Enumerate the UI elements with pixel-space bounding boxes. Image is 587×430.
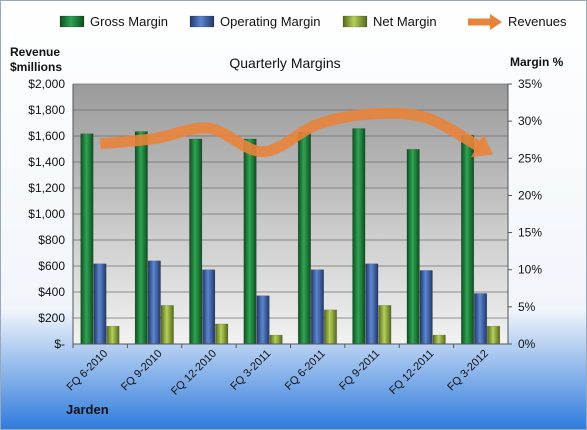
left-tick-label: $600 (38, 259, 65, 273)
left-tick-label: $- (54, 337, 65, 351)
bar-net-margin-2 (215, 323, 229, 345)
right-tick-label: 20% (518, 188, 542, 202)
legend-swatch (342, 15, 368, 28)
bar-gross-margin-7 (461, 135, 475, 345)
bar-net-margin-1 (160, 305, 174, 345)
revenue-line (99, 107, 494, 158)
left-tick-label: $1,200 (28, 181, 65, 195)
left-tick-label: $1,600 (28, 129, 65, 143)
left-axis-title-line1: Revenue (10, 45, 60, 59)
bar-operating-margin-2 (202, 269, 216, 345)
revenue-line-path (99, 107, 484, 158)
right-tick-label: 25% (518, 151, 542, 165)
bar-gross-margin-0 (80, 133, 94, 345)
bar-gross-margin-5 (352, 128, 366, 345)
right-tick-label: 15% (518, 226, 542, 240)
left-tick-label: $800 (38, 233, 65, 247)
bar-operating-margin-1 (147, 260, 161, 345)
bar-gross-margin-4 (297, 132, 311, 345)
bar-operating-margin-7 (474, 293, 488, 345)
legend-swatch (59, 15, 85, 28)
legend-swatch (189, 15, 215, 28)
right-axis-title: Margin % (510, 55, 564, 69)
bar-gross-margin-1 (134, 131, 148, 345)
chart-title: Quarterly Margins (229, 55, 340, 71)
bar-gross-margin-6 (406, 149, 420, 345)
revenue-arrowhead (471, 134, 494, 158)
bar-operating-margin-0 (93, 263, 107, 345)
legend-label: Operating Margin (220, 14, 320, 29)
left-tick-label: $1,000 (28, 207, 65, 221)
legend: Gross Margin Operating Margin Net Margin Re… (59, 14, 567, 30)
legend-item-gross-margin: Gross Margin (59, 14, 168, 29)
legend-item-revenues: Revenues (468, 14, 567, 30)
legend-label: Revenues (508, 14, 567, 29)
left-tick-label: $2,000 (28, 77, 65, 91)
legend-arrow (490, 14, 502, 30)
bar-net-margin-3 (269, 334, 283, 345)
left-tick-label: $400 (38, 285, 65, 299)
bar-operating-margin-4 (310, 269, 324, 345)
bars (80, 128, 501, 345)
right-tick-label: 5% (518, 300, 536, 314)
bar-gross-margin-2 (189, 138, 203, 345)
bar-net-margin-4 (323, 309, 337, 345)
right-tick-label: 35% (518, 77, 542, 91)
left-axis-title-line2: $millions (10, 60, 62, 74)
footer-label: Jarden (66, 402, 109, 417)
legend-item-operating-margin: Operating Margin (189, 14, 320, 29)
left-tick-label: $1,400 (28, 155, 65, 169)
bar-net-margin-7 (487, 325, 501, 345)
bar-net-margin-5 (378, 305, 392, 345)
bar-operating-margin-3 (256, 295, 270, 345)
legend-label: Gross Margin (90, 14, 168, 29)
legend-label: Net Margin (373, 14, 437, 29)
bar-operating-margin-6 (419, 270, 433, 345)
right-tick-label: 10% (518, 263, 542, 277)
left-tick-label: $1,800 (28, 103, 65, 117)
bar-gross-margin-3 (243, 138, 257, 345)
right-tick-label: 30% (518, 114, 542, 128)
bar-operating-margin-5 (365, 263, 379, 345)
legend-item-net-margin: Net Margin (342, 14, 437, 29)
right-tick-label: 0% (518, 337, 536, 351)
bar-net-margin-6 (432, 334, 446, 345)
left-tick-label: $200 (38, 311, 65, 325)
bar-net-margin-0 (106, 325, 120, 345)
